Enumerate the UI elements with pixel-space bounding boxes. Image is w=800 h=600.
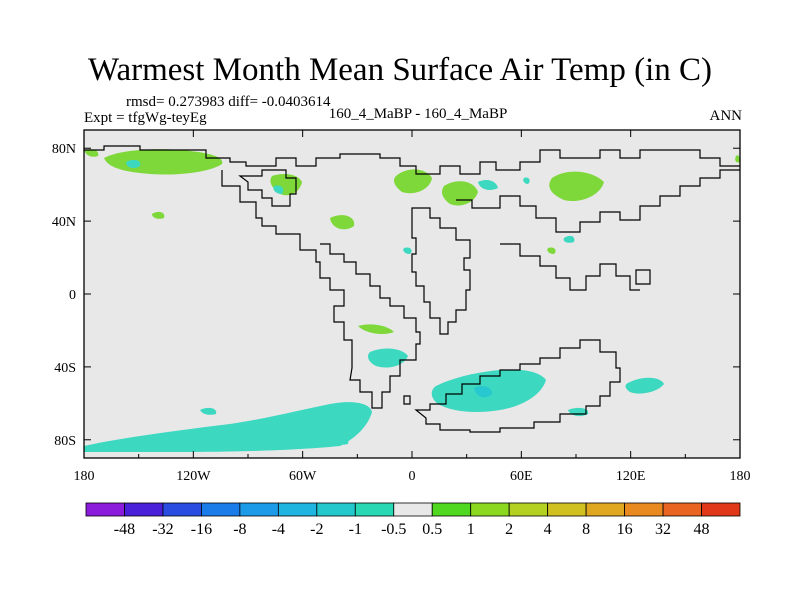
small-island-outline [403, 395, 411, 405]
plot-title: Warmest Month Mean Surface Air Temp (in … [87, 52, 713, 88]
southern-continent-outline [414, 339, 621, 433]
anomaly-patch [394, 169, 432, 194]
y-tick-label: 80S [54, 434, 76, 449]
colorbar-label: -8 [233, 521, 246, 538]
season-label: ANN [709, 108, 743, 124]
colorbar-cell [508, 502, 549, 517]
colorbar-cell [316, 502, 356, 517]
anomaly-patch [152, 211, 165, 219]
anomaly-patches [84, 149, 740, 452]
x-tick-label: 0 [409, 469, 416, 484]
anomaly-patch [735, 155, 740, 163]
colorbar-label: -2 [310, 521, 323, 538]
colorbar-label: -1 [349, 521, 362, 538]
asia-coast-a [456, 169, 740, 233]
y-tick-label: 40S [54, 361, 76, 376]
colorbar-label: 16 [617, 521, 633, 538]
colorbar-cell [85, 502, 125, 517]
anomaly-patch [523, 177, 530, 184]
colorbar-label: 32 [655, 521, 671, 538]
anomaly-patch [547, 247, 556, 254]
colorbar-cell [201, 502, 241, 517]
anomaly-patch [330, 215, 355, 230]
anomaly-patch [549, 171, 604, 202]
colorbar-cell [431, 502, 472, 517]
colorbar-cell [662, 502, 702, 517]
anomaly-patch [200, 407, 217, 415]
stats-label: rmsd= 0.273983 diff= -0.0403614 [126, 94, 331, 110]
colorbar-cell [162, 502, 202, 517]
colorbar: -48 -32 -16 -8 -4 -2 -1 -0.5 0.5 1 2 4 8 16 32 48 [85, 502, 741, 538]
anomaly-patch [84, 402, 372, 452]
northern-coastline [84, 145, 740, 175]
colorbar-label: 48 [694, 521, 710, 538]
colorbar-label: 2 [505, 521, 513, 538]
americas-outline [221, 170, 421, 409]
colorbar-cell [124, 502, 164, 517]
anomaly-patch [358, 324, 394, 334]
colorbar-cell [393, 502, 433, 517]
anomaly-patch [625, 377, 664, 394]
africa-outline [411, 207, 471, 335]
asia-coast-b [500, 243, 640, 291]
colorbar-label: 1 [467, 521, 475, 538]
x-tick-label: 120E [616, 469, 646, 484]
anomaly-patch [104, 149, 223, 175]
y-axis: 80N 40N 0 40S 80S [52, 142, 740, 449]
coastlines [84, 145, 740, 433]
colorbar-cell [585, 502, 625, 517]
colorbar-cell [624, 502, 664, 517]
anomaly-patch [474, 386, 492, 398]
anomaly-patch [368, 348, 408, 368]
y-tick-label: 0 [69, 288, 76, 303]
colorbar-cell [277, 502, 318, 517]
colorbar-label: -0.5 [381, 521, 406, 538]
anomaly-patch [478, 180, 498, 190]
colorbar-label: 0.5 [422, 521, 442, 538]
anomaly-patch [403, 247, 412, 254]
colorbar-cell [470, 502, 510, 517]
colorbar-label: -4 [272, 521, 285, 538]
colorbar-cell [239, 502, 279, 517]
colorbar-cell [354, 502, 395, 517]
anomaly-patch [273, 185, 284, 194]
anomaly-patch [126, 159, 141, 169]
arctic-islands-outline [238, 169, 297, 207]
anomaly-patch [84, 149, 99, 157]
y-tick-label: 40N [52, 215, 76, 230]
anomaly-patch [563, 235, 575, 243]
anomaly-patch [330, 434, 349, 445]
colorbar-label: -32 [152, 521, 173, 538]
asian-island-outline [635, 269, 651, 285]
period-comparison-label: 160_4_MaBP - 160_4_MaBP [328, 106, 508, 122]
colorbar-cell [701, 502, 741, 517]
x-tick-label: 60W [289, 469, 317, 484]
colorbar-label: 8 [582, 521, 590, 538]
x-tick-label: 120W [176, 469, 211, 484]
y-tick-label: 80N [52, 142, 76, 157]
colorbar-label: 4 [544, 521, 552, 538]
experiment-label: Expt = tfgWg-teyEg [84, 110, 207, 126]
x-tick-label: 180 [74, 469, 95, 484]
colorbar-label: -16 [191, 521, 212, 538]
x-axis: 180 120W 60W 0 60E 120E 180 [74, 130, 751, 484]
x-tick-label: 60E [510, 469, 533, 484]
x-tick-label: 180 [730, 469, 751, 484]
colorbar-label: -48 [114, 521, 135, 538]
colorbar-cell [547, 502, 587, 517]
